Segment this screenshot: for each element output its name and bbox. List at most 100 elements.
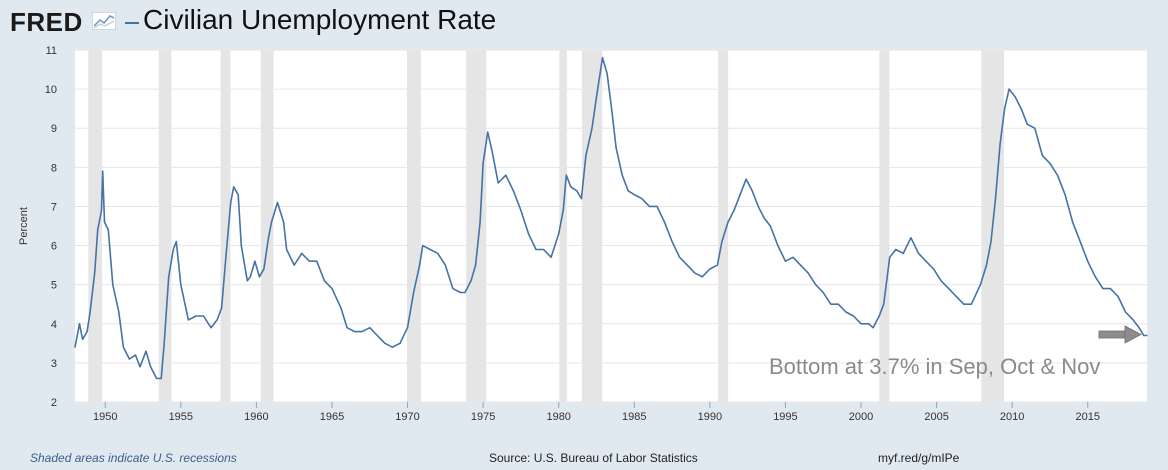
data-point: [202, 315, 205, 317]
data-point: [917, 252, 920, 254]
data-point: [1008, 88, 1010, 90]
data-point: [419, 264, 421, 266]
data-point: [276, 201, 279, 204]
data-point: [1041, 155, 1043, 157]
data-point: [134, 354, 137, 356]
data-point: [520, 209, 522, 211]
data-point: [932, 268, 935, 270]
data-point: [535, 248, 537, 251]
data-point: [267, 237, 270, 239]
chart-title: Civilian Unemployment Rate: [143, 4, 497, 35]
data-point: [948, 287, 950, 290]
data-point: [757, 205, 759, 208]
data-point: [301, 252, 303, 254]
y-tick-label: 7: [51, 201, 57, 213]
data-point: [784, 260, 787, 262]
x-tick-label: 2000: [849, 411, 873, 423]
data-point: [86, 331, 88, 333]
data-point: [323, 280, 326, 282]
data-point: [429, 248, 431, 251]
data-point: [163, 342, 165, 344]
y-tick-label: 9: [51, 123, 57, 135]
data-point: [1143, 334, 1145, 337]
data-point: [391, 346, 394, 348]
data-point: [799, 264, 802, 266]
data-point: [970, 303, 972, 305]
data-point: [210, 327, 212, 329]
data-point: [606, 72, 608, 75]
data-point: [187, 319, 189, 321]
data-point: [221, 307, 223, 309]
data-point: [963, 303, 965, 305]
data-point: [233, 186, 235, 188]
y-tick-label: 10: [45, 84, 57, 96]
data-point: [671, 241, 673, 243]
data-point: [444, 264, 446, 266]
data-point: [172, 248, 174, 251]
data-point: [74, 346, 76, 348]
data-point: [175, 241, 177, 243]
data-point: [474, 264, 477, 266]
x-tick-label: 2015: [1076, 411, 1100, 423]
data-point: [845, 311, 847, 313]
data-point: [107, 229, 109, 231]
recession-band-2: [220, 50, 231, 402]
data-point: [78, 323, 81, 325]
data-point: [701, 276, 703, 278]
data-point: [308, 260, 310, 262]
data-point: [1072, 221, 1074, 223]
data-point: [745, 178, 747, 180]
data-point: [286, 248, 288, 251]
y-tick-label: 5: [51, 280, 57, 292]
data-point: [282, 221, 285, 223]
data-point: [225, 252, 227, 254]
data-point: [769, 225, 771, 227]
data-point: [270, 221, 273, 223]
data-point: [240, 244, 242, 247]
data-point: [505, 174, 507, 176]
data-point: [595, 96, 598, 98]
data-point: [1004, 108, 1006, 110]
fred-graph-icon: [92, 12, 116, 30]
data-point: [955, 295, 957, 297]
data-point: [263, 268, 265, 270]
data-point: [406, 327, 409, 329]
data-point: [999, 143, 1001, 145]
data-point: [570, 186, 572, 188]
data-point: [156, 377, 158, 380]
data-point: [112, 284, 114, 286]
data-point: [100, 209, 103, 211]
data-point: [195, 315, 197, 317]
short-url-link[interactable]: myf.red/g/mIPe: [878, 451, 960, 465]
data-point: [883, 303, 885, 305]
x-tick-label: 1990: [698, 411, 722, 423]
data-point: [585, 155, 587, 157]
data-point: [180, 284, 182, 286]
data-point: [565, 174, 567, 176]
fred-logo[interactable]: FRED: [10, 7, 83, 37]
data-point: [852, 315, 855, 317]
data-point: [733, 209, 735, 211]
data-point: [102, 170, 104, 172]
data-point: [160, 377, 162, 380]
data-point: [837, 303, 839, 305]
data-point: [216, 319, 218, 321]
data-point: [902, 252, 904, 254]
data-point: [601, 57, 604, 59]
data-point: [621, 174, 623, 176]
data-point: [576, 190, 578, 192]
data-point: [149, 366, 152, 368]
data-point: [830, 303, 832, 305]
data-point: [641, 198, 643, 200]
data-point: [656, 205, 658, 208]
data-point: [482, 162, 484, 165]
y-tick-label: 8: [51, 162, 57, 174]
y-tick-label: 2: [51, 397, 57, 409]
data-point: [1087, 260, 1089, 262]
data-point: [985, 264, 988, 266]
data-point: [479, 221, 481, 223]
data-point: [777, 244, 779, 247]
data-point: [663, 221, 666, 223]
y-tick-label: 11: [46, 45, 57, 57]
